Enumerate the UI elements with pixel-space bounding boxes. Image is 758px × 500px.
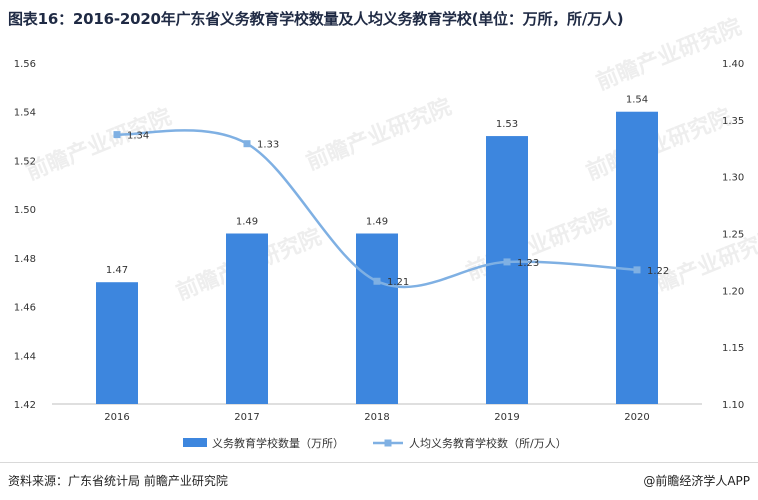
left-tick-label: 1.50 <box>14 205 36 216</box>
bar-series <box>96 111 658 405</box>
line-value-label: 1.21 <box>387 277 409 288</box>
bar <box>96 282 138 404</box>
line-marker <box>373 277 381 285</box>
right-tick-label: 1.20 <box>722 286 744 297</box>
bar-value-label: 1.49 <box>236 217 258 228</box>
bar-value-label: 1.53 <box>496 119 518 130</box>
bar-value-label: 1.49 <box>366 217 388 228</box>
legend-bar-swatch <box>183 438 207 447</box>
legend-line-marker <box>384 439 392 447</box>
bar-value-label: 1.54 <box>626 95 648 106</box>
right-tick-label: 1.40 <box>722 59 744 70</box>
line-value-label: 1.22 <box>647 266 669 277</box>
right-axis-ticks: 1.10 1.15 1.20 1.25 1.30 1.35 1.40 <box>722 59 744 411</box>
left-tick-label: 1.52 <box>14 156 36 167</box>
left-tick-label: 1.48 <box>14 254 36 265</box>
left-tick-label: 1.44 <box>14 351 36 362</box>
watermark-text: 前瞻产业研究院 <box>463 204 616 286</box>
chart-title: 图表16：2016-2020年广东省义务教育学校数量及人均义务教育学校(单位：万… <box>8 10 624 28</box>
x-tick-label: 2016 <box>104 412 129 423</box>
left-tick-label: 1.42 <box>14 400 36 411</box>
line-marker <box>113 131 121 139</box>
line-value-label: 1.23 <box>517 258 539 269</box>
footer: 资料来源：广东省统计局 前瞻产业研究院 @前瞻经济学人APP <box>0 472 758 492</box>
left-axis-ticks: 1.42 1.44 1.46 1.48 1.50 1.52 1.54 1.56 <box>14 59 36 411</box>
bar-value-label: 1.47 <box>106 265 128 276</box>
bar-value-labels: 1.47 1.49 1.49 1.53 1.54 <box>106 95 648 277</box>
x-axis-ticks: 2016 2017 2018 2019 2020 <box>104 412 649 423</box>
legend: 义务教育学校数量（万所） 人均义务教育学校数（所/万人） <box>183 436 567 450</box>
legend-bar-label: 义务教育学校数量（万所） <box>212 436 344 450</box>
line-marker <box>503 258 511 266</box>
watermark-text: 前瞻产业研究院 <box>23 104 176 186</box>
x-tick-label: 2017 <box>234 412 259 423</box>
right-tick-label: 1.30 <box>722 173 744 184</box>
x-tick-label: 2018 <box>364 412 389 423</box>
line-marker <box>633 266 641 274</box>
line-series <box>113 129 641 289</box>
right-tick-label: 1.15 <box>722 343 744 354</box>
right-tick-label: 1.10 <box>722 400 744 411</box>
left-tick-label: 1.54 <box>14 108 36 119</box>
bar <box>616 111 658 404</box>
line-value-label: 1.33 <box>257 140 279 151</box>
footer-divider <box>0 462 758 463</box>
bar <box>356 233 398 404</box>
line-marker <box>243 140 251 148</box>
watermark-text: 前瞻产业研究院 <box>303 94 456 176</box>
right-tick-label: 1.25 <box>722 230 744 241</box>
legend-line-label: 人均义务教育学校数（所/万人） <box>409 436 567 450</box>
right-tick-label: 1.35 <box>722 116 744 127</box>
line-value-labels: 1.34 1.33 1.21 1.23 1.22 <box>127 131 669 289</box>
bar <box>486 136 528 405</box>
left-tick-label: 1.56 <box>14 59 36 70</box>
watermark-text: 前瞻产业研究院 <box>583 104 736 186</box>
left-tick-label: 1.46 <box>14 303 36 314</box>
bar <box>226 233 268 404</box>
line-value-label: 1.34 <box>127 131 149 142</box>
x-tick-label: 2020 <box>624 412 649 423</box>
x-tick-label: 2019 <box>494 412 519 423</box>
brand-note: @前瞻经济学人APP <box>643 474 750 488</box>
watermark-text: 前瞻产业研究院 <box>593 14 746 96</box>
source-note: 资料来源：广东省统计局 前瞻产业研究院 <box>8 474 228 488</box>
